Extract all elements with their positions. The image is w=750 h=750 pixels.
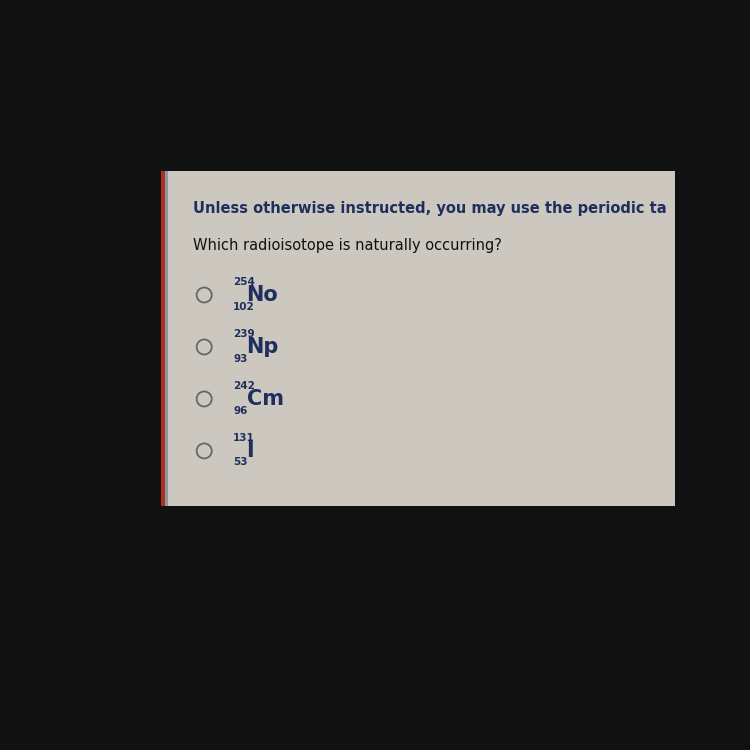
Text: 254: 254 [233, 278, 255, 287]
Text: Cm: Cm [247, 389, 284, 409]
Text: No: No [247, 285, 278, 305]
FancyBboxPatch shape [160, 171, 675, 506]
Text: 239: 239 [233, 329, 255, 339]
FancyBboxPatch shape [160, 171, 167, 506]
Text: Np: Np [247, 337, 279, 357]
Text: 242: 242 [233, 381, 255, 392]
Text: Unless otherwise instructed, you may use the periodic ta: Unless otherwise instructed, you may use… [193, 201, 666, 216]
Text: 131: 131 [233, 433, 255, 443]
Text: 53: 53 [233, 458, 248, 467]
Text: 102: 102 [233, 302, 255, 311]
FancyBboxPatch shape [160, 171, 165, 506]
Text: Which radioisotope is naturally occurring?: Which radioisotope is naturally occurrin… [193, 238, 502, 254]
Text: I: I [247, 441, 254, 461]
Text: 96: 96 [233, 406, 248, 416]
Text: 93: 93 [233, 353, 248, 364]
